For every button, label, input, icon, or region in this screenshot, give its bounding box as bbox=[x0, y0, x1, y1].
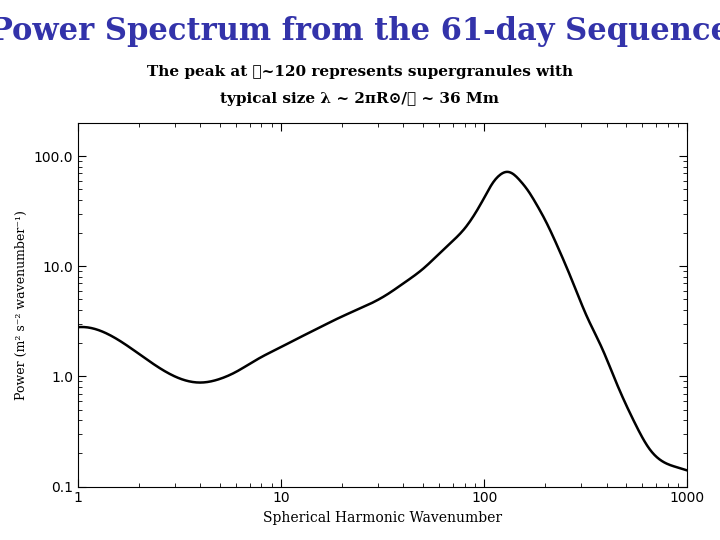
X-axis label: Spherical Harmonic Wavenumber: Spherical Harmonic Wavenumber bbox=[263, 511, 503, 525]
Text: typical size λ ~ 2πR⊙/ℓ ~ 36 Mm: typical size λ ~ 2πR⊙/ℓ ~ 36 Mm bbox=[220, 92, 500, 106]
Y-axis label: Power (m² s⁻² wavenumber⁻¹): Power (m² s⁻² wavenumber⁻¹) bbox=[15, 210, 28, 400]
Text: The peak at ℓ~120 represents supergranules with: The peak at ℓ~120 represents supergranul… bbox=[147, 65, 573, 79]
Text: Power Spectrum from the 61-day Sequence: Power Spectrum from the 61-day Sequence bbox=[0, 16, 720, 47]
